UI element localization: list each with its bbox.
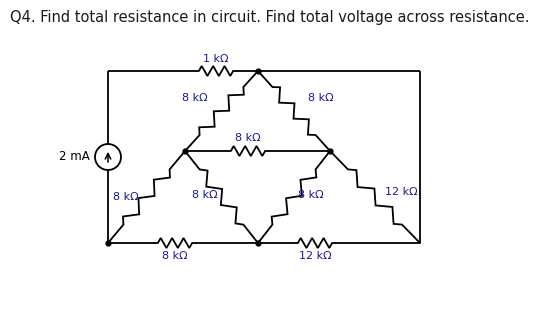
Text: 8 kΩ: 8 kΩ bbox=[192, 190, 217, 200]
Text: 12 kΩ: 12 kΩ bbox=[299, 251, 331, 261]
Text: 8 kΩ: 8 kΩ bbox=[113, 192, 138, 202]
Text: 8 kΩ: 8 kΩ bbox=[235, 133, 261, 143]
Text: 8 kΩ: 8 kΩ bbox=[308, 93, 334, 103]
Text: 2 mA: 2 mA bbox=[59, 151, 90, 163]
Text: 12 kΩ: 12 kΩ bbox=[385, 187, 417, 197]
Text: 8 kΩ: 8 kΩ bbox=[298, 190, 324, 200]
Text: 8 kΩ: 8 kΩ bbox=[182, 93, 208, 103]
Text: Q4. Find total resistance in circuit. Find total voltage across resistance.: Q4. Find total resistance in circuit. Fi… bbox=[10, 10, 529, 25]
Text: 1 kΩ: 1 kΩ bbox=[203, 54, 229, 64]
Text: 8 kΩ: 8 kΩ bbox=[162, 251, 188, 261]
